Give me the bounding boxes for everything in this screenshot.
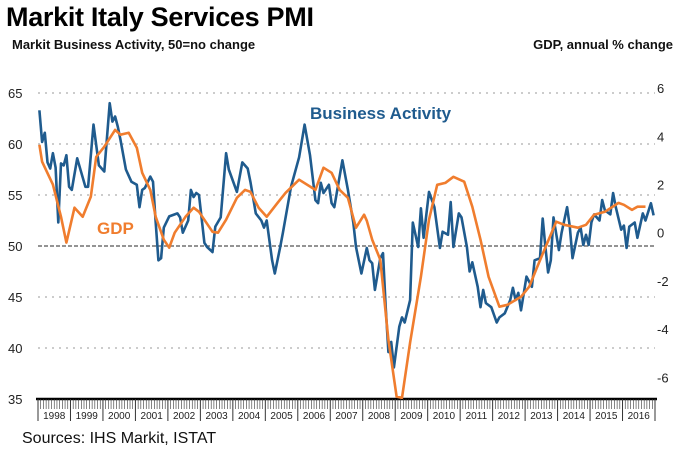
right-tick-label: 0 xyxy=(657,226,664,241)
series-label-business-activity: Business Activity xyxy=(310,104,452,123)
year-label: 2005 xyxy=(270,411,293,422)
left-tick-label: 65 xyxy=(8,86,22,101)
right-tick-label: -4 xyxy=(657,322,669,337)
right-tick-label: -2 xyxy=(657,274,669,289)
source-note: Sources: IHS Markit, ISTAT xyxy=(22,430,217,447)
year-label: 2000 xyxy=(108,411,131,422)
left-tick-label: 60 xyxy=(8,137,22,152)
left-tick-label: 50 xyxy=(8,239,22,254)
right-axis-title: GDP, annual % change xyxy=(533,37,673,52)
left-tick-label: 35 xyxy=(8,392,22,407)
right-tick-label: -6 xyxy=(657,370,669,385)
year-label: 2015 xyxy=(595,411,618,422)
year-label: 2012 xyxy=(498,411,521,422)
year-label: 2001 xyxy=(141,411,164,422)
left-tick-label: 55 xyxy=(8,188,22,203)
year-label: 2009 xyxy=(400,411,423,422)
left-tick-label: 45 xyxy=(8,290,22,305)
year-label: 2010 xyxy=(433,411,456,422)
year-label: 2016 xyxy=(628,411,651,422)
year-label: 2007 xyxy=(335,411,358,422)
right-tick-label: 4 xyxy=(657,129,664,144)
year-label: 2014 xyxy=(563,411,586,422)
year-label: 2011 xyxy=(466,411,488,422)
left-axis-title: Markit Business Activity, 50=no change xyxy=(12,37,256,52)
year-label: 2004 xyxy=(238,411,261,422)
year-label: 1998 xyxy=(43,411,66,422)
chart-title: Markit Italy Services PMI xyxy=(6,2,314,32)
year-label: 2006 xyxy=(303,411,326,422)
year-label: 1999 xyxy=(76,411,99,422)
year-label: 2002 xyxy=(173,411,196,422)
series-label-gdp: GDP xyxy=(97,219,134,238)
year-label: 2008 xyxy=(368,411,391,422)
right-tick-label: 6 xyxy=(657,81,664,96)
right-tick-label: 2 xyxy=(657,178,664,193)
series-line-business-activity xyxy=(38,101,655,369)
year-label: 2013 xyxy=(530,411,553,422)
year-label: 2003 xyxy=(205,411,228,422)
series-line-gdp xyxy=(38,128,646,400)
left-tick-label: 40 xyxy=(8,341,22,356)
